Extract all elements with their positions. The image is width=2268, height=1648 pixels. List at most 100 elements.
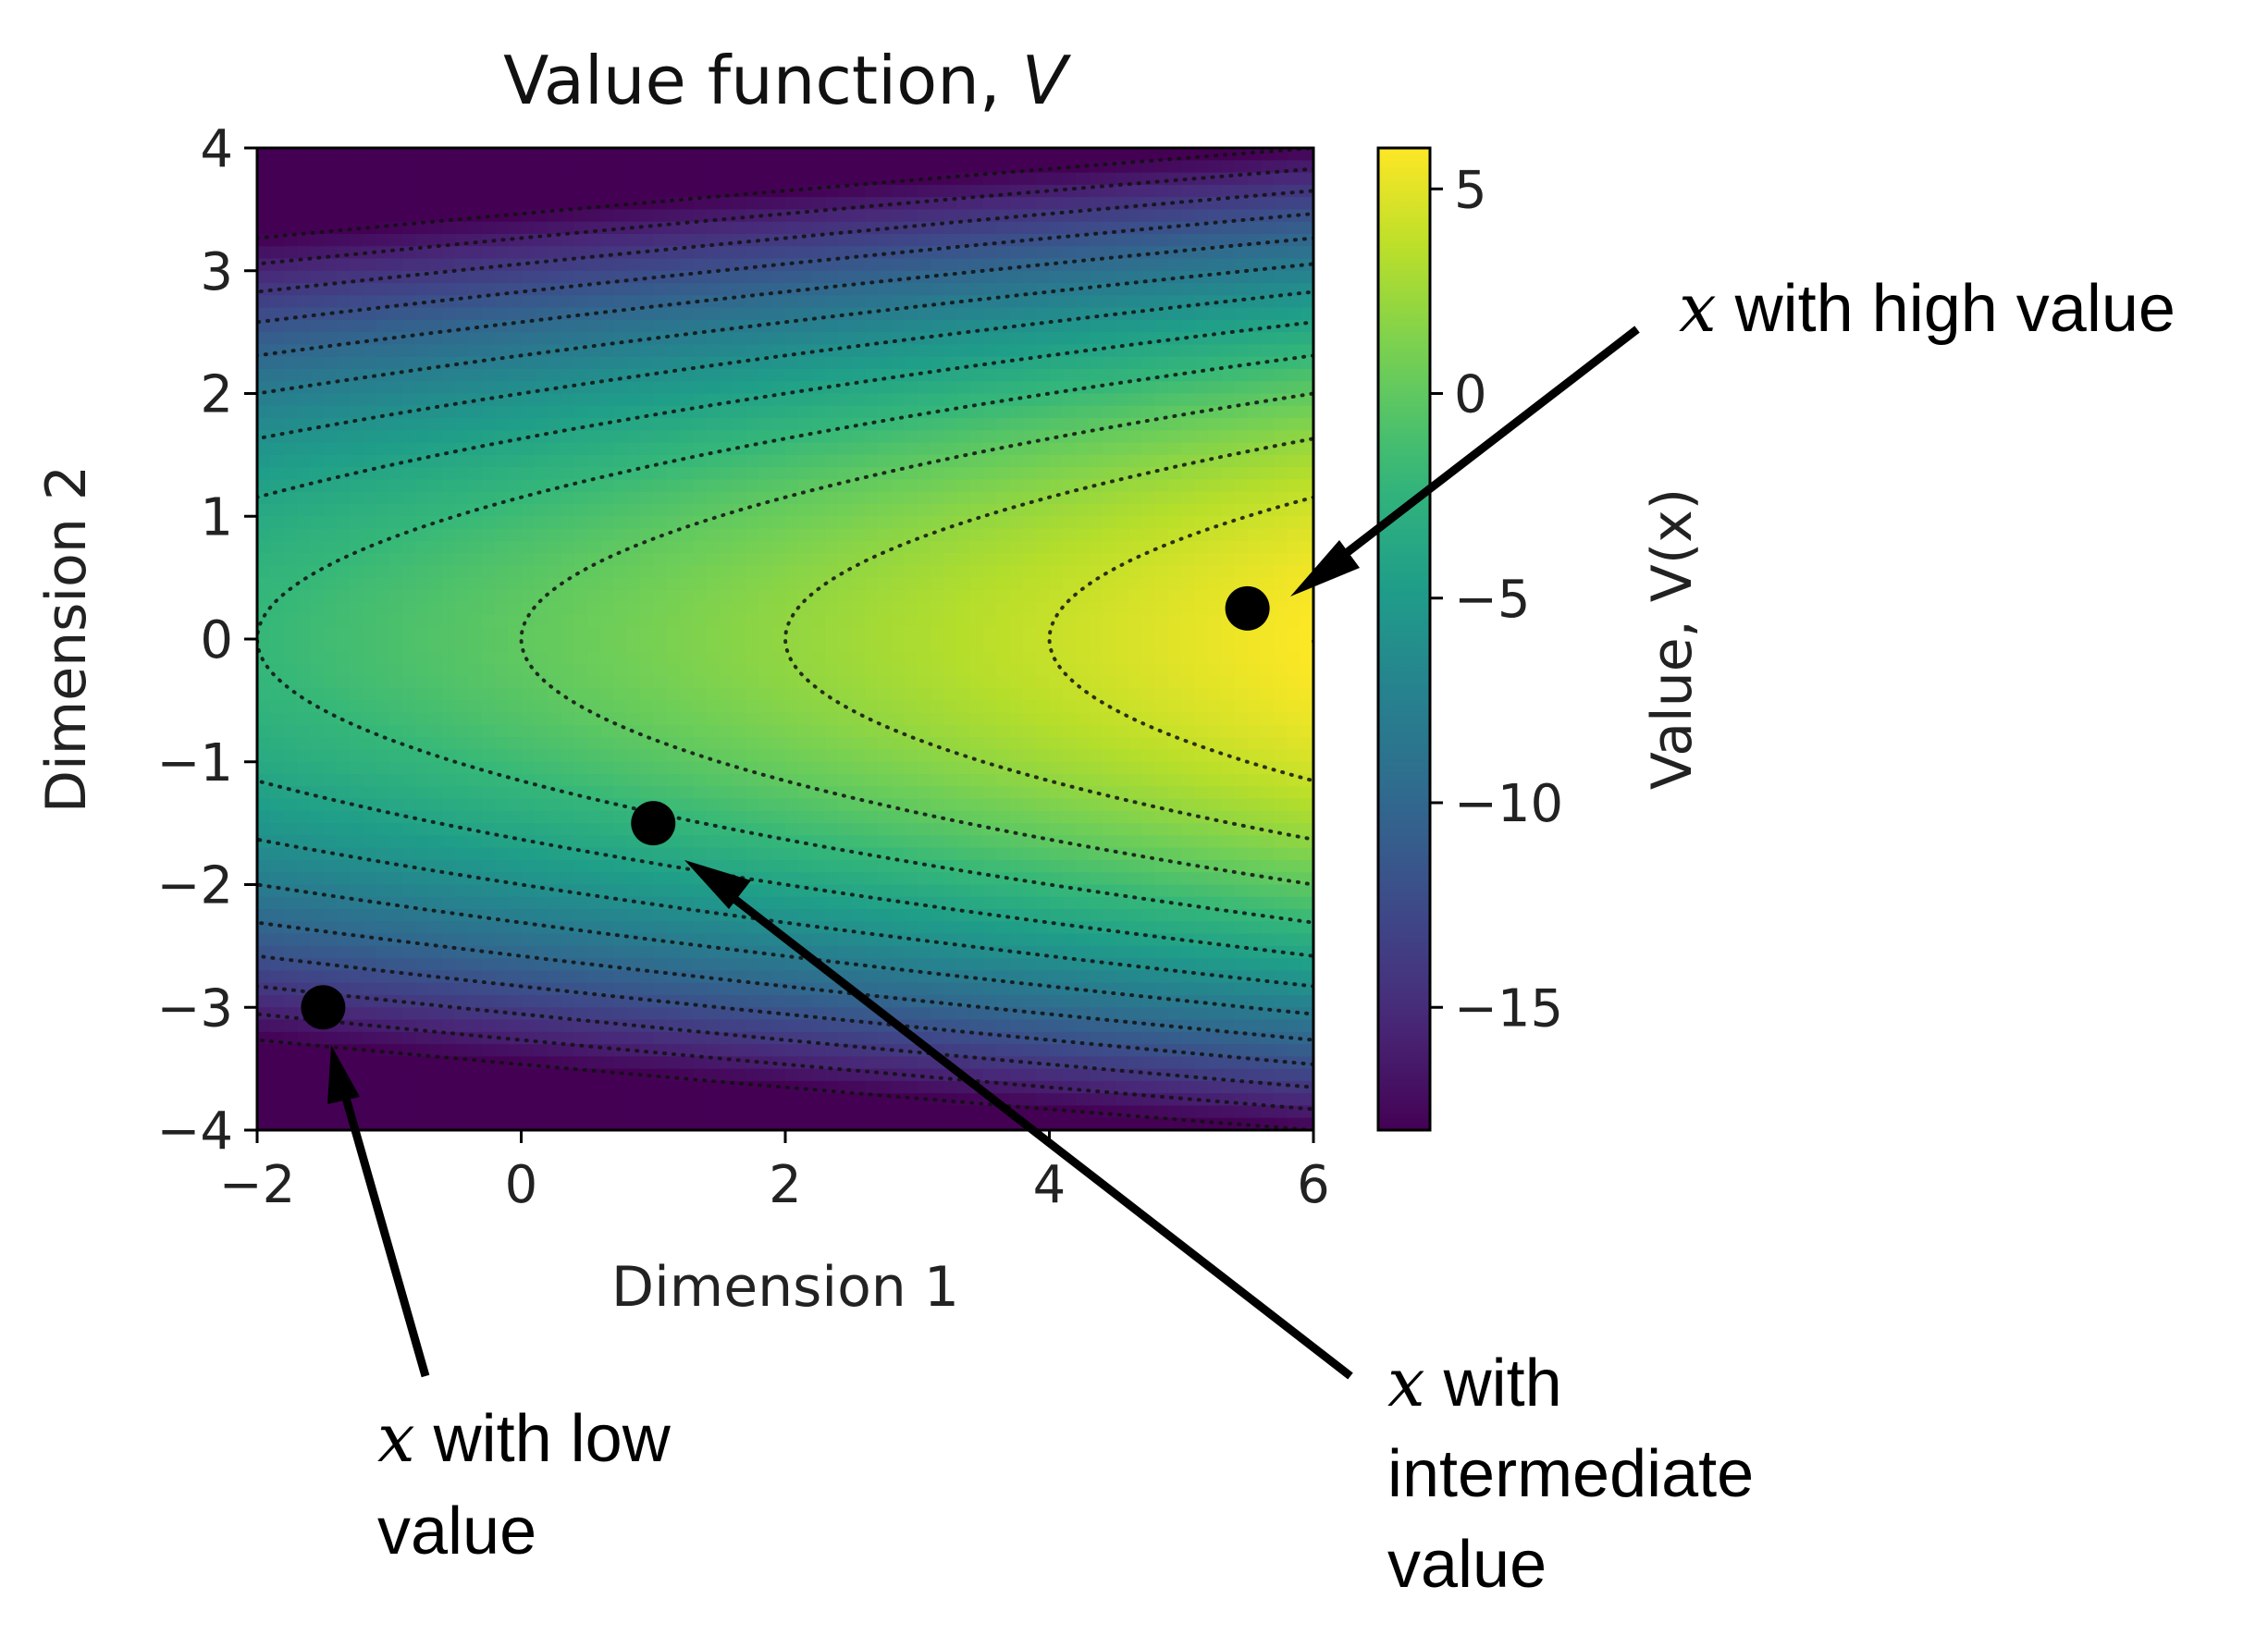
heatmap-cell [706,173,720,186]
heatmap-cell [746,737,759,750]
heatmap-cell [508,749,522,762]
heatmap-cell [600,614,614,627]
heatmap-cell [600,160,614,173]
heatmap-cell [429,185,443,198]
heatmap-cell [429,222,443,235]
heatmap-cell [667,148,681,161]
heatmap-cell [284,148,298,161]
heatmap-cell [733,749,746,762]
heatmap-cell [337,185,351,198]
heatmap-cell [574,320,588,333]
heatmap-cell [350,209,364,222]
heatmap-cell [627,1032,641,1045]
heatmap-cell [402,578,416,591]
heatmap-cell [310,614,324,627]
heatmap-cell [350,774,364,787]
heatmap-cell [363,602,376,615]
heatmap-cell [508,234,522,247]
heatmap-cell [337,148,351,161]
heatmap-cell [680,185,694,198]
heatmap-cell [720,553,733,566]
heatmap-cell [297,455,311,468]
heatmap-cell [627,627,641,640]
heatmap-cell [508,222,522,235]
heatmap-cell [363,1105,376,1118]
heatmap-cell [667,541,681,554]
heatmap-cell [535,467,549,480]
heatmap-cell [482,860,496,873]
heatmap-cell [587,1032,601,1045]
heatmap-cell [442,246,456,259]
heatmap-cell [468,811,482,824]
heatmap-cell [257,995,271,1008]
heatmap-cell [468,848,482,861]
heatmap-cell [415,737,429,750]
heatmap-cell [415,639,429,652]
heatmap-cell [429,467,443,480]
heatmap-cell [693,639,707,652]
heatmap-cell [587,234,601,247]
heatmap-cell [257,725,271,738]
heatmap-cell [706,332,720,345]
heatmap-cell [270,909,284,922]
heatmap-cell [284,860,298,873]
heatmap-cell [270,860,284,873]
heatmap-cell [468,934,482,947]
heatmap-cell [535,455,549,468]
heatmap-cell [376,209,389,222]
heatmap-cell [376,516,389,529]
heatmap-cell [522,713,536,726]
heatmap-cell [284,394,298,407]
heatmap-cell [363,860,376,873]
heatmap-cell [508,614,522,627]
heatmap-cell [376,885,389,898]
heatmap-cell [310,578,324,591]
heatmap-cell [535,737,549,750]
heatmap-cell [376,430,389,443]
heatmap-cell [495,934,509,947]
heatmap-cell [733,737,746,750]
heatmap-cell [337,749,351,762]
heatmap-cell [468,283,482,296]
heatmap-cell [720,222,733,235]
heatmap-cell [561,1081,574,1094]
heatmap-cell [376,504,389,517]
heatmap-cell [376,394,389,407]
heatmap-cell [389,725,403,738]
heatmap-cell [495,344,509,357]
heatmap-cell [508,909,522,922]
heatmap-cell [482,774,496,787]
heatmap-cell [706,406,720,419]
heatmap-cell [574,614,588,627]
heatmap-cell [667,173,681,186]
heatmap-cell [667,443,681,456]
heatmap-cell [613,357,627,370]
heatmap-cell [535,713,549,726]
heatmap-cell [284,1056,298,1069]
heatmap-cell [389,774,403,787]
heatmap-cell [495,295,509,308]
heatmap-cell [402,283,416,296]
heatmap-cell [508,970,522,983]
heatmap-cell [455,492,469,505]
heatmap-cell [270,1056,284,1069]
heatmap-cell [627,590,641,603]
heatmap-cell [720,848,733,861]
heatmap-cell [535,504,549,517]
heatmap-cell [693,627,707,640]
heatmap-cell [415,344,429,357]
heatmap-cell [389,946,403,959]
heatmap-cell [733,602,746,615]
heatmap-cell [693,848,707,861]
heatmap-cell [522,934,536,947]
heatmap-cell [667,1007,681,1020]
heatmap-cell [574,823,588,836]
heatmap-cell [429,295,443,308]
heatmap-cell [574,639,588,652]
heatmap-cell [627,749,641,762]
heatmap-cell [640,516,654,529]
heatmap-cell [693,283,707,296]
heatmap-cell [468,479,482,492]
heatmap-cell [415,467,429,480]
heatmap-cell [706,455,720,468]
